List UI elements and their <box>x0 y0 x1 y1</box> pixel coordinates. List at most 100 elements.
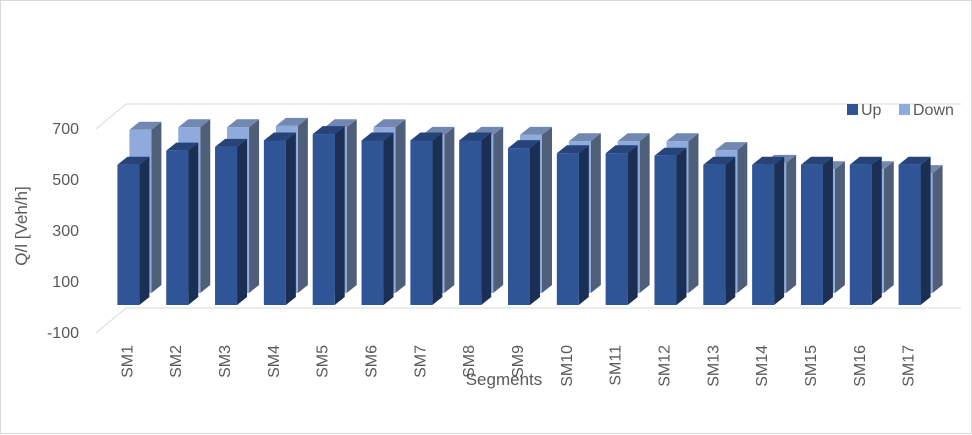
y-tick-label: 300 <box>52 223 79 240</box>
bar-up-SM2-front <box>166 150 189 305</box>
bar-up-SM11-front <box>605 153 628 305</box>
bar-up-SM5-top <box>312 126 345 135</box>
bar-up-SM10-front <box>556 153 579 305</box>
x-tick-label: SM12 <box>656 345 673 387</box>
bar-up-SM13-top <box>703 156 736 165</box>
bar-down-SM10-top <box>568 133 601 142</box>
bar-up-SM15 <box>800 156 833 305</box>
bar-up-SM16-side <box>871 156 882 305</box>
x-tick-label: SM9 <box>510 345 527 378</box>
bar-down-SM17-side <box>932 165 943 293</box>
legend-swatch-down <box>899 104 910 115</box>
x-tick-label: SM5 <box>315 345 332 378</box>
bar-up-SM8-top <box>459 132 492 141</box>
bar-down-SM6-side <box>395 119 406 293</box>
bar-up-SM3-top <box>215 138 248 147</box>
bar-up-SM4-side <box>285 132 296 305</box>
bar-up-SM11 <box>605 145 638 305</box>
bar-down-SM5-top <box>324 119 357 128</box>
bar-down-SM15-side <box>834 161 845 293</box>
bar-up-SM13-front <box>703 164 726 305</box>
bar-down-SM16-side <box>883 161 894 293</box>
bar-up-SM16-front <box>849 164 872 305</box>
bars-layer <box>117 117 943 305</box>
bar-up-SM12-top <box>654 147 687 156</box>
bar-up-SM9-top <box>508 140 540 149</box>
bar-up-SM9 <box>508 140 540 305</box>
bar-up-SM14-side <box>774 156 785 305</box>
bar-up-SM2-side <box>188 142 199 305</box>
bar-up-SM16 <box>849 156 882 305</box>
bar-up-SM17-front <box>898 164 921 305</box>
bar-down-SM5-side <box>346 119 357 293</box>
bar-up-SM17-top <box>898 156 931 165</box>
bar-down-SM3-side <box>249 119 260 293</box>
bar-down-SM13-side <box>737 142 748 293</box>
bar-up-SM3 <box>215 138 248 305</box>
bar-up-SM3-front <box>215 146 238 305</box>
bar-up-SM9-side <box>530 140 540 305</box>
bar-up-SM4 <box>263 132 296 305</box>
legend-label-down: Down <box>913 102 954 119</box>
x-tick-label: SM17 <box>901 345 918 387</box>
bar-up-SM11-side <box>627 145 638 305</box>
bar-down-SM11-side <box>639 133 650 293</box>
bar-up-SM17 <box>898 156 931 305</box>
bar-up-SM4-front <box>263 140 286 305</box>
x-tick-label: SM7 <box>412 345 429 378</box>
y-tick-label: 500 <box>52 172 79 189</box>
bar-up-SM6-front <box>361 140 384 305</box>
bar-up-SM13 <box>703 156 736 305</box>
y-tick-label: 700 <box>52 121 79 138</box>
x-tick-label: SM4 <box>266 345 283 378</box>
bar-up-SM5-front <box>312 134 335 305</box>
x-tick-label: SM16 <box>852 345 869 387</box>
bar-up-SM14-front <box>752 164 775 305</box>
bar-down-SM12-top <box>666 133 699 142</box>
bar-up-SM10 <box>556 145 589 305</box>
bar-down-SM1-side <box>151 121 162 293</box>
bar-up-SM4-top <box>263 132 296 141</box>
bar-down-SM3-top <box>227 119 260 128</box>
bar-up-SM14-top <box>752 156 785 165</box>
x-tick-label: SM8 <box>461 345 478 378</box>
bar-up-SM2-top <box>166 142 199 151</box>
bar-up-SM10-side <box>578 145 589 305</box>
plot-top-edge <box>95 103 961 130</box>
axis-layer: -100 100 300 500 700 SM1 SM2 SM3 SM4 SM5 SM6 SM7 SM8… <box>47 121 918 387</box>
legend-swatch-up <box>847 104 858 115</box>
bar-down-SM14-side <box>786 154 797 293</box>
bar-up-SM5-side <box>334 126 345 305</box>
bar-down-SM6-top <box>373 119 406 128</box>
x-tick-label: SM13 <box>705 345 722 387</box>
x-tick-label: SM3 <box>217 345 234 378</box>
bar-up-SM7-top <box>410 132 443 141</box>
plot-back-wall <box>95 103 961 334</box>
bar-up-SM1 <box>117 156 150 305</box>
bar-up-SM12-front <box>654 155 677 305</box>
bar-up-SM10-top <box>556 145 589 154</box>
bar-up-SM6 <box>361 132 394 305</box>
bar-down-SM1-top <box>129 121 162 130</box>
x-tick-label: SM1 <box>119 345 136 378</box>
bar-up-SM1-front <box>117 164 140 305</box>
bar-up-SM6-side <box>383 132 394 305</box>
legend-label-up: Up <box>861 102 882 119</box>
bar-down-SM4-side <box>297 117 308 293</box>
bar-up-SM13-side <box>725 156 736 305</box>
x-axis-title: Segments <box>466 370 543 389</box>
bar-down-SM12-side <box>688 133 699 293</box>
bar-down-SM2-top <box>178 119 211 128</box>
bar-down-SM11-top <box>617 133 650 142</box>
bar-down-SM10-side <box>590 133 601 293</box>
y-axis-title: Q/l [Veh/h] <box>12 186 31 265</box>
bar-down-SM7-side <box>444 126 455 293</box>
bar-up-SM12 <box>654 147 687 305</box>
bar-up-SM1-top <box>117 156 150 165</box>
bar-up-SM6-top <box>361 132 394 141</box>
x-tick-label: SM11 <box>608 345 625 386</box>
bar-down-SM8-side <box>493 126 504 293</box>
bar-up-SM12-side <box>676 147 687 305</box>
bar-up-SM7-front <box>410 140 433 305</box>
